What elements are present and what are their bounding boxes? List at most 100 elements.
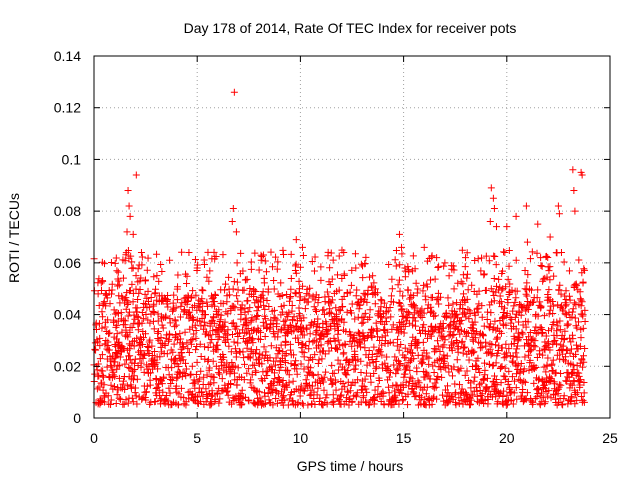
x-axis-label: GPS time / hours xyxy=(297,458,404,474)
data-point xyxy=(112,254,120,262)
data-point xyxy=(566,380,574,388)
data-point xyxy=(158,321,166,329)
data-point xyxy=(556,326,564,334)
data-point xyxy=(554,202,562,210)
data-point xyxy=(237,249,245,257)
data-point xyxy=(197,367,205,375)
data-point xyxy=(458,385,466,393)
data-point xyxy=(471,334,479,342)
data-point xyxy=(345,361,353,369)
data-point xyxy=(187,337,195,345)
data-point xyxy=(188,323,196,331)
data-point xyxy=(375,377,383,385)
data-point xyxy=(514,361,522,369)
data-point xyxy=(201,321,209,329)
data-point xyxy=(450,285,458,293)
data-point xyxy=(142,330,150,338)
data-point xyxy=(581,318,589,326)
data-point xyxy=(355,305,363,313)
data-point xyxy=(526,356,534,364)
data-point xyxy=(512,212,520,220)
data-point xyxy=(412,383,420,391)
data-point xyxy=(394,281,402,289)
data-point xyxy=(110,383,118,391)
data-point xyxy=(429,328,437,336)
data-point xyxy=(244,324,252,332)
data-point xyxy=(151,398,159,406)
data-point xyxy=(525,366,533,374)
data-point xyxy=(240,354,248,362)
data-point xyxy=(228,358,236,366)
data-point xyxy=(170,340,178,348)
data-point xyxy=(126,287,134,295)
data-point xyxy=(323,400,331,408)
data-point xyxy=(545,267,553,275)
data-point xyxy=(463,367,471,375)
data-point xyxy=(561,310,569,318)
data-point xyxy=(457,397,465,405)
data-point xyxy=(352,393,360,401)
data-point xyxy=(343,371,351,379)
data-point xyxy=(404,263,412,271)
data-point xyxy=(114,268,122,276)
data-point xyxy=(500,387,508,395)
data-point xyxy=(311,351,319,359)
x-tick-label: 25 xyxy=(602,430,618,446)
data-point xyxy=(134,320,142,328)
data-point xyxy=(204,391,212,399)
y-tick-label: 0.08 xyxy=(54,203,81,219)
data-point xyxy=(103,294,111,302)
data-point xyxy=(269,401,277,409)
data-point xyxy=(457,326,465,334)
data-point xyxy=(123,228,131,236)
data-point xyxy=(575,256,583,264)
data-point xyxy=(362,385,370,393)
data-point xyxy=(489,194,497,202)
data-point xyxy=(98,351,106,359)
data-point xyxy=(100,298,108,306)
data-point xyxy=(198,314,206,322)
data-point xyxy=(457,316,465,324)
data-point xyxy=(513,353,521,361)
data-point xyxy=(151,290,159,298)
data-point xyxy=(484,308,492,316)
data-point xyxy=(513,287,521,295)
data-point xyxy=(522,323,530,331)
data-point xyxy=(504,275,512,283)
data-point xyxy=(530,298,538,306)
data-point xyxy=(450,363,458,371)
data-point xyxy=(124,186,132,194)
data-point xyxy=(198,286,206,294)
data-point xyxy=(542,368,550,376)
data-point xyxy=(377,303,385,311)
data-point xyxy=(371,394,379,402)
data-point xyxy=(561,327,569,335)
data-point xyxy=(418,314,426,322)
data-point xyxy=(366,306,374,314)
data-point xyxy=(140,303,148,311)
data-point xyxy=(512,384,520,392)
data-point xyxy=(500,248,508,256)
data-point xyxy=(328,380,336,388)
data-point xyxy=(273,265,281,273)
data-point xyxy=(416,312,424,320)
data-point xyxy=(180,294,188,302)
data-point xyxy=(576,295,584,303)
data-point xyxy=(241,276,249,284)
data-point xyxy=(493,282,501,290)
data-point xyxy=(446,321,454,329)
data-point xyxy=(540,363,548,371)
data-point xyxy=(204,344,212,352)
data-point xyxy=(536,298,544,306)
data-point xyxy=(95,320,103,328)
data-point xyxy=(485,257,493,265)
data-point xyxy=(254,335,262,343)
data-point xyxy=(538,326,546,334)
data-point xyxy=(185,249,193,257)
data-point xyxy=(458,337,466,345)
data-point xyxy=(170,291,178,299)
data-point xyxy=(172,304,180,312)
data-point xyxy=(352,264,360,272)
data-point xyxy=(172,355,180,363)
data-point xyxy=(146,319,154,327)
